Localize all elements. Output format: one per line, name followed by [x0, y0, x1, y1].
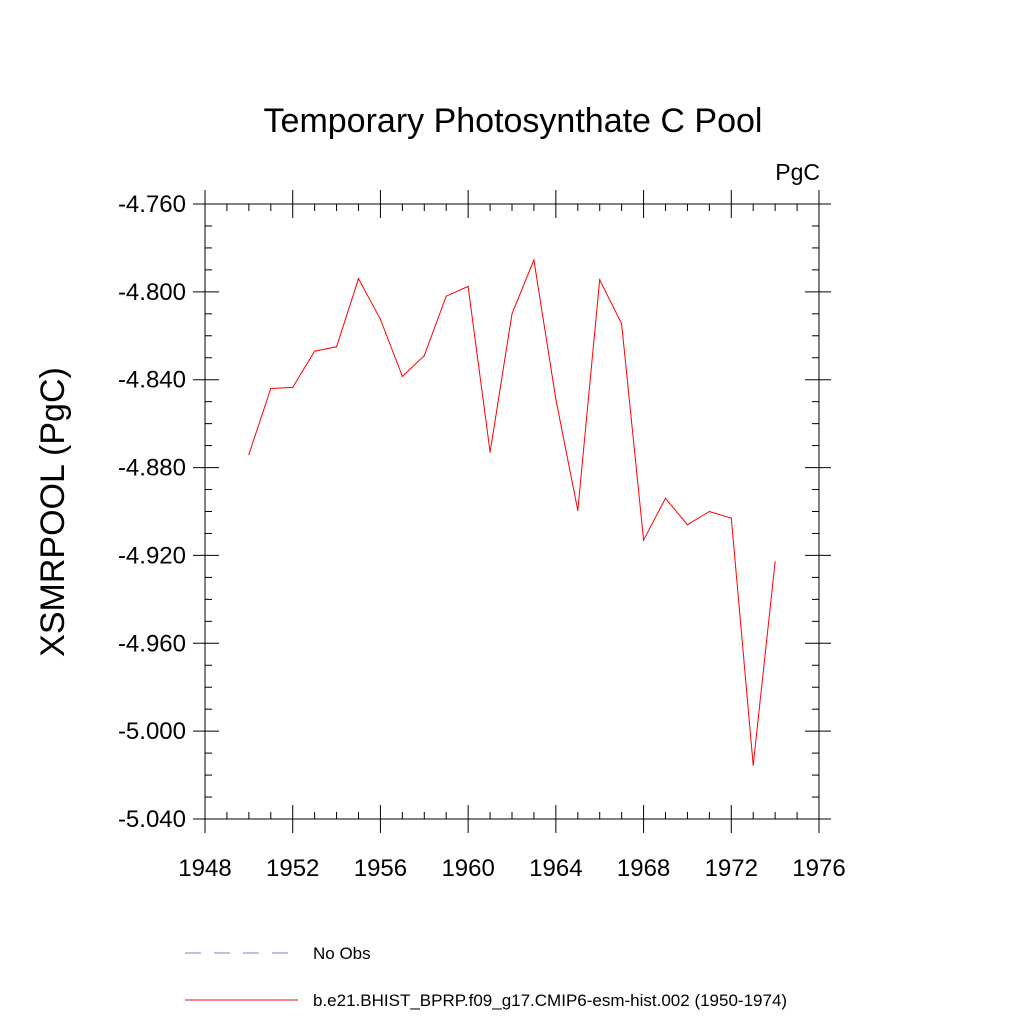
data-point — [621, 323, 623, 325]
y-axis-label: XSMRPOOL (PgC) — [34, 367, 72, 657]
y-tick-label: -5.000 — [118, 718, 186, 745]
data-point — [423, 354, 425, 357]
data-point — [730, 517, 732, 519]
data-point — [708, 510, 710, 513]
x-tick-label: 1960 — [441, 855, 494, 882]
x-axis-ticks: 1948 1952 1956 1960 1964 1968 1972 1976 — [178, 190, 846, 882]
data-point — [292, 386, 294, 389]
series-line — [248, 258, 776, 766]
series-layer — [248, 258, 776, 766]
y-tick-label: -5.040 — [118, 806, 186, 833]
data-point — [599, 279, 601, 281]
data-point — [401, 375, 403, 378]
x-tick-label: 1968 — [617, 855, 670, 882]
data-point — [555, 398, 557, 401]
chart-title: Temporary Photosynthate C Pool — [264, 102, 763, 140]
legend-label-model: b.e21.BHIST_BPRP.f09_g17.CMIP6-esm-hist.… — [313, 991, 787, 1010]
x-tick-label: 1976 — [792, 855, 845, 882]
data-point — [577, 509, 579, 512]
data-point — [533, 259, 535, 261]
y-axis-ticks: -5.040 -5.000 -4.960 -4.920 -4.880 -4.840 -4.8… — [118, 191, 831, 833]
plot-frame — [204, 203, 820, 820]
data-point — [248, 453, 250, 455]
legend: No Obs b.e21.BHIST_BPRP.f09_g17.CMIP6-es… — [185, 944, 787, 1010]
x-tick-label: 1956 — [354, 855, 407, 882]
y-tick-label: -4.920 — [118, 542, 186, 569]
data-point — [664, 497, 667, 499]
data-point — [445, 295, 447, 297]
units-label: PgC — [775, 159, 820, 185]
data-point — [270, 387, 272, 390]
x-tick-label: 1952 — [266, 855, 319, 882]
data-point — [335, 346, 338, 348]
data-point — [467, 285, 469, 287]
data-point — [511, 313, 513, 315]
data-point — [357, 278, 360, 280]
x-tick-label: 1964 — [529, 855, 582, 882]
legend-label-no-obs: No Obs — [313, 944, 371, 963]
data-point — [489, 451, 491, 453]
y-tick-label: -4.800 — [118, 279, 186, 306]
y-tick-label: -4.760 — [118, 191, 186, 218]
y-tick-label: -4.880 — [118, 455, 186, 482]
data-point — [686, 524, 689, 526]
x-tick-label: 1948 — [178, 855, 231, 882]
data-point — [314, 350, 316, 352]
data-point — [642, 539, 645, 541]
data-point — [774, 561, 776, 563]
y-tick-label: -4.840 — [118, 367, 186, 394]
x-tick-label: 1972 — [705, 855, 758, 882]
data-point — [379, 318, 382, 320]
data-point — [752, 764, 754, 766]
y-tick-label: -4.960 — [118, 630, 186, 657]
